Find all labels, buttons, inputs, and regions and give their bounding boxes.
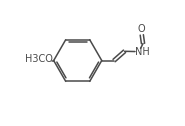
Text: NH: NH xyxy=(135,47,150,57)
Text: H3CO: H3CO xyxy=(25,54,53,64)
Text: O: O xyxy=(138,24,146,34)
